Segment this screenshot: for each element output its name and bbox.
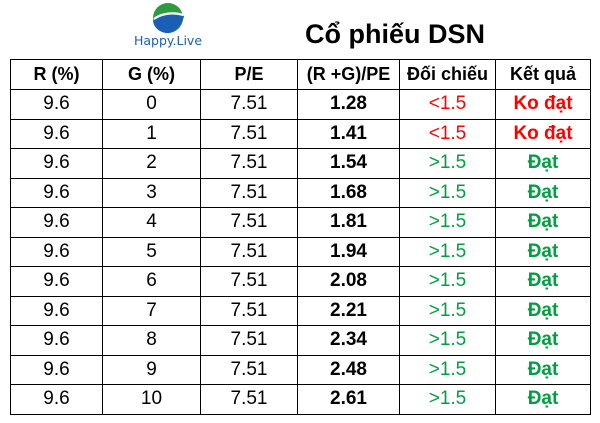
cell-ratio: 2.08 bbox=[297, 266, 400, 297]
cell-result: Đạt bbox=[495, 384, 591, 415]
cell-result: Ko đạt bbox=[495, 118, 591, 149]
cell-pe: 7.51 bbox=[200, 325, 298, 356]
cell-compare: <1.5 bbox=[399, 89, 496, 120]
pe-comparison-table: R (%) G (%) P/E (R +G)/PE Đối chiếu Kết … bbox=[10, 59, 591, 415]
cell-g: 4 bbox=[102, 207, 201, 238]
cell-compare: >1.5 bbox=[399, 148, 496, 179]
cell-g: 3 bbox=[102, 177, 201, 208]
cell-pe: 7.51 bbox=[200, 266, 298, 297]
cell-g: 0 bbox=[102, 89, 201, 120]
cell-r: 9.6 bbox=[10, 148, 103, 179]
cell-pe: 7.51 bbox=[200, 118, 298, 149]
cell-ratio: 2.21 bbox=[297, 295, 400, 326]
cell-g: 10 bbox=[102, 384, 201, 415]
cell-r: 9.6 bbox=[10, 207, 103, 238]
cell-compare: >1.5 bbox=[399, 207, 496, 238]
brand-logo-text: Happy.Live bbox=[133, 33, 203, 48]
cell-r: 9.6 bbox=[10, 236, 103, 267]
cell-g: 6 bbox=[102, 266, 201, 297]
cell-r: 9.6 bbox=[10, 325, 103, 356]
cell-ratio: 1.94 bbox=[297, 236, 400, 267]
table-row: 9.6 4 7.51 1.81 >1.5 Đạt bbox=[10, 207, 591, 238]
cell-ratio: 1.28 bbox=[297, 89, 400, 120]
cell-compare: >1.5 bbox=[399, 266, 496, 297]
cell-pe: 7.51 bbox=[200, 207, 298, 238]
table-row: 9.6 2 7.51 1.54 >1.5 Đạt bbox=[10, 148, 591, 179]
cell-result: Đạt bbox=[495, 236, 591, 267]
header-compare: Đối chiếu bbox=[399, 59, 496, 90]
cell-result: Đạt bbox=[495, 325, 591, 356]
cell-r: 9.6 bbox=[10, 295, 103, 326]
brand-logo: Happy.Live bbox=[118, 2, 218, 56]
cell-g: 5 bbox=[102, 236, 201, 267]
cell-g: 2 bbox=[102, 148, 201, 179]
header-pe: P/E bbox=[200, 59, 298, 90]
cell-ratio: 1.54 bbox=[297, 148, 400, 179]
table-row: 9.6 10 7.51 2.61 >1.5 Đạt bbox=[10, 384, 591, 415]
header-r: R (%) bbox=[10, 59, 103, 90]
cell-result: Đạt bbox=[495, 148, 591, 179]
cell-ratio: 2.61 bbox=[297, 384, 400, 415]
cell-pe: 7.51 bbox=[200, 89, 298, 120]
cell-result: Đạt bbox=[495, 266, 591, 297]
cell-compare: >1.5 bbox=[399, 354, 496, 385]
cell-ratio: 1.41 bbox=[297, 118, 400, 149]
cell-g: 7 bbox=[102, 295, 201, 326]
globe-swoosh-icon bbox=[153, 3, 184, 33]
cell-pe: 7.51 bbox=[200, 384, 298, 415]
cell-result: Đạt bbox=[495, 207, 591, 238]
cell-result: Đạt bbox=[495, 177, 591, 208]
table-row: 9.6 5 7.51 1.94 >1.5 Đạt bbox=[10, 236, 591, 267]
cell-compare: >1.5 bbox=[399, 236, 496, 267]
table-row: 9.6 8 7.51 2.34 >1.5 Đạt bbox=[10, 325, 591, 356]
cell-r: 9.6 bbox=[10, 384, 103, 415]
cell-r: 9.6 bbox=[10, 266, 103, 297]
cell-g: 9 bbox=[102, 354, 201, 385]
cell-pe: 7.51 bbox=[200, 295, 298, 326]
cell-pe: 7.51 bbox=[200, 148, 298, 179]
cell-g: 8 bbox=[102, 325, 201, 356]
table-row: 9.6 9 7.51 2.48 >1.5 Đạt bbox=[10, 354, 591, 385]
cell-ratio: 2.34 bbox=[297, 325, 400, 356]
cell-r: 9.6 bbox=[10, 118, 103, 149]
cell-r: 9.6 bbox=[10, 177, 103, 208]
table-row: 9.6 1 7.51 1.41 <1.5 Ko đạt bbox=[10, 118, 591, 149]
cell-ratio: 1.68 bbox=[297, 177, 400, 208]
table-row: 9.6 6 7.51 2.08 >1.5 Đạt bbox=[10, 266, 591, 297]
cell-g: 1 bbox=[102, 118, 201, 149]
cell-pe: 7.51 bbox=[200, 354, 298, 385]
cell-ratio: 1.81 bbox=[297, 207, 400, 238]
cell-result: Đạt bbox=[495, 295, 591, 326]
cell-result: Đạt bbox=[495, 354, 591, 385]
cell-compare: <1.5 bbox=[399, 118, 496, 149]
header-g: G (%) bbox=[102, 59, 201, 90]
cell-pe: 7.51 bbox=[200, 236, 298, 267]
cell-r: 9.6 bbox=[10, 354, 103, 385]
cell-compare: >1.5 bbox=[399, 384, 496, 415]
cell-pe: 7.51 bbox=[200, 177, 298, 208]
cell-compare: >1.5 bbox=[399, 295, 496, 326]
cell-compare: >1.5 bbox=[399, 325, 496, 356]
cell-r: 9.6 bbox=[10, 89, 103, 120]
header-ratio: (R +G)/PE bbox=[297, 59, 400, 90]
table-header-row: R (%) G (%) P/E (R +G)/PE Đối chiếu Kết … bbox=[10, 59, 591, 90]
cell-ratio: 2.48 bbox=[297, 354, 400, 385]
header-result: Kết quả bbox=[495, 59, 591, 90]
page-title: Cổ phiếu DSN bbox=[305, 19, 485, 49]
table-row: 9.6 0 7.51 1.28 <1.5 Ko đạt bbox=[10, 89, 591, 120]
table-row: 9.6 7 7.51 2.21 >1.5 Đạt bbox=[10, 295, 591, 326]
table-row: 9.6 3 7.51 1.68 >1.5 Đạt bbox=[10, 177, 591, 208]
cell-result: Ko đạt bbox=[495, 89, 591, 120]
cell-compare: >1.5 bbox=[399, 177, 496, 208]
